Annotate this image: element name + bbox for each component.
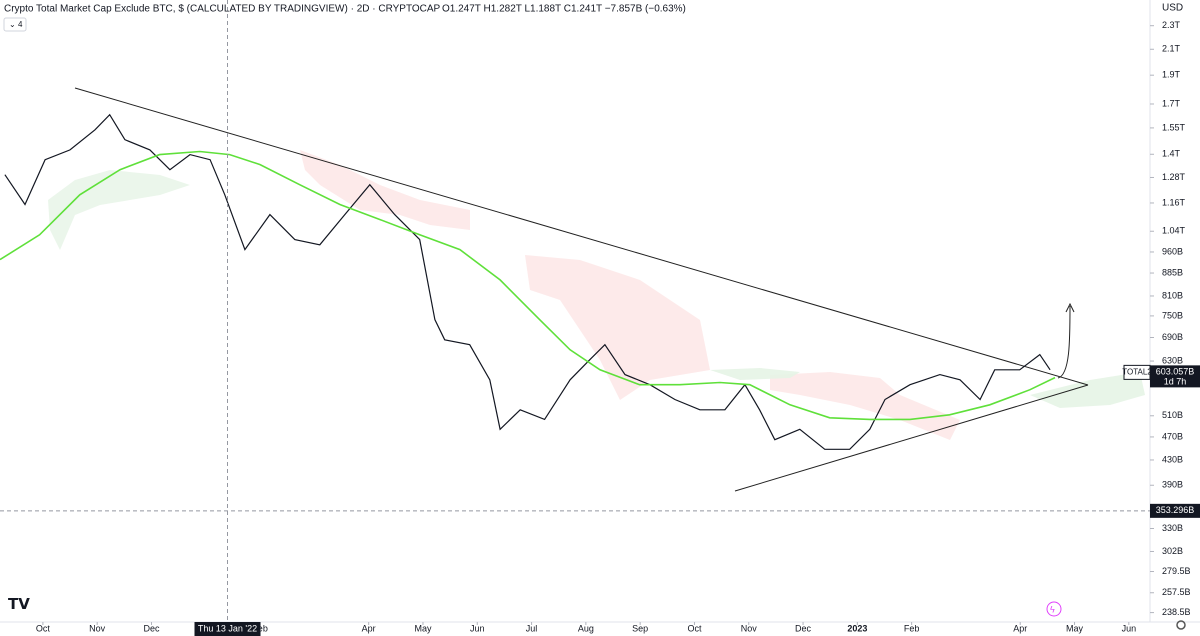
alert-glyph: ϟ [1050, 604, 1055, 614]
indicator-count: 4 [18, 20, 23, 29]
ma-line [0, 150, 1056, 421]
y-tick-label: 430B [1162, 454, 1183, 464]
x-tick-label: Jun [1122, 623, 1137, 633]
cloud-green [1030, 372, 1145, 408]
chart-title: Crypto Total Market Cap Exclude BTC, $ (… [4, 4, 441, 15]
logo: 𝗧𝗩 [8, 596, 30, 613]
y-tick-label: 1.16T [1162, 197, 1186, 207]
crosshair-x-box [194, 622, 261, 636]
y-tick-label: 1.28T [1162, 172, 1186, 182]
x-tick-label: May [414, 623, 432, 633]
cloud-red [525, 255, 710, 400]
x-tick-label: 2023 [847, 623, 867, 633]
y-tick-label: 510B [1162, 410, 1183, 420]
y-tick-label: 750B [1162, 310, 1183, 320]
indicator-toggle[interactable] [3, 17, 27, 32]
y-tick-label: 1.7T [1162, 98, 1181, 108]
y-tick-label: 960B [1162, 246, 1183, 256]
x-tick-label: Dec [143, 623, 160, 633]
y-tick-label: 810B [1162, 290, 1183, 300]
crosshair-y-box [1150, 503, 1200, 518]
x-tick-label: Oct [687, 623, 702, 633]
y-tick-label: 690B [1162, 332, 1183, 342]
y-tick-label: 257.5B [1162, 587, 1191, 597]
y-tick-label: 1.04T [1162, 226, 1186, 236]
y-tick-label: 2.1T [1162, 44, 1181, 54]
x-tick-label: May [1066, 623, 1084, 633]
price-tag-box [1150, 365, 1200, 388]
ohlc: O1.247T H1.282T L1.188T C1.241T −7.857B … [442, 4, 686, 15]
y-tick-label: 470B [1162, 431, 1183, 441]
x-tick-label: Jul [526, 623, 538, 633]
trend-line [734, 384, 1089, 492]
y-tick-label: 1.9T [1162, 70, 1181, 80]
x-tick-label: Nov [89, 623, 106, 633]
y-tick-label: 279.5B [1162, 566, 1191, 576]
x-tick-label: Aug [578, 623, 594, 633]
y-tick-label: 302B [1162, 546, 1183, 556]
crosshair-y-label: 353.296B [1156, 505, 1195, 515]
y-tick-label: 330B [1162, 523, 1183, 533]
x-tick-label: Dec [795, 623, 812, 633]
x-tick-label: Apr [362, 623, 376, 633]
y-tick-label: 1.4T [1162, 149, 1181, 159]
cloud-green [48, 170, 190, 250]
y-tick-label: 238.5B [1162, 607, 1191, 617]
x-tick-label: Feb [904, 623, 920, 633]
projection-arrow [1057, 302, 1075, 379]
cloud-red [770, 372, 960, 440]
y-tick-label: 1.55T [1162, 122, 1186, 132]
indicator-caret: ⌄ [9, 20, 16, 29]
x-tick-label: Nov [741, 623, 758, 633]
cloud-red [300, 150, 470, 230]
price-tag-label: 603.057B [1156, 367, 1195, 377]
price-line [4, 113, 1051, 450]
y-tick-label: 630B [1162, 355, 1183, 365]
currency: USD [1162, 3, 1183, 14]
trend-line [74, 87, 1089, 386]
x-tick-label: Apr [1013, 623, 1027, 633]
y-tick-label: 390B [1162, 480, 1183, 490]
crosshair-x-label: Thu 13 Jan '22 [198, 623, 257, 633]
countdown: 1d 7h [1164, 377, 1187, 387]
symbol-tag: TOTAL2 [1122, 367, 1152, 376]
x-tick-label: Oct [36, 623, 51, 633]
cloud-green [710, 368, 800, 380]
y-tick-label: 885B [1162, 267, 1183, 277]
x-tick-label: Jun [470, 623, 485, 633]
settings-icon[interactable] [1176, 620, 1186, 630]
y-tick-label: 2.3T [1162, 20, 1181, 30]
x-tick-label: Sep [632, 623, 648, 633]
alert-icon[interactable] [1046, 601, 1062, 617]
